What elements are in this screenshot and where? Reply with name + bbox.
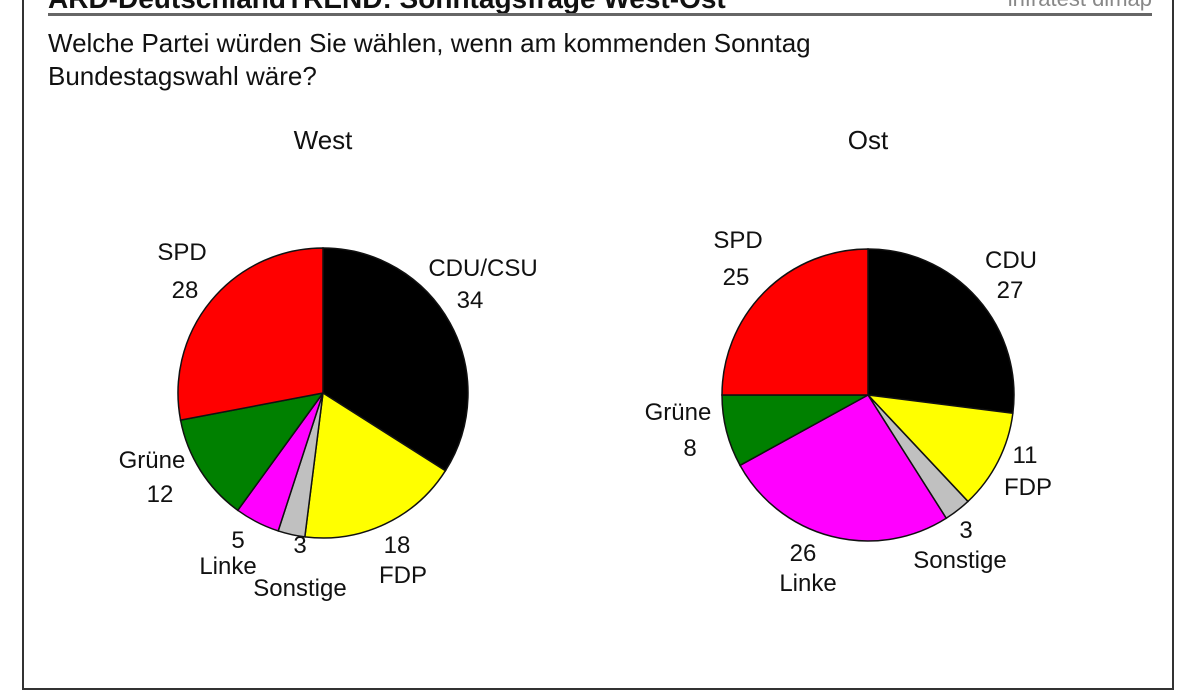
slice-label-name: Grüne	[119, 447, 186, 474]
slice-label-name: FDP	[379, 562, 427, 589]
slice-label-name: Sonstige	[253, 575, 346, 602]
slice-label-value: 34	[457, 287, 484, 314]
pie-slice-ost-spd	[721, 248, 869, 396]
slice-label-name: CDU/CSU	[428, 255, 537, 282]
chart-header-title: ARD-DeutschlandTREND: Sonntagsfrage West…	[48, 0, 726, 15]
pie-slice-ost-fdp	[866, 393, 1014, 503]
slice-label-name: SPD	[713, 227, 762, 254]
pie-title-west: West	[293, 125, 353, 155]
slice-label-value: 5	[231, 527, 244, 554]
slice-label-name: Linke	[779, 570, 836, 597]
pie-slice-west-cdu-csu	[322, 247, 469, 472]
slice-label-name: Linke	[199, 553, 256, 580]
slice-label-value: 8	[683, 435, 696, 462]
header-divider	[48, 13, 1152, 16]
slice-label-value: 26	[790, 540, 817, 567]
slice-label-value: 27	[997, 277, 1024, 304]
slice-label-value: 28	[172, 277, 199, 304]
slice-label-name: FDP	[1004, 474, 1052, 501]
pie-title-ost: Ost	[847, 125, 889, 155]
slice-label-name: SPD	[157, 239, 206, 266]
slice-label-name: Grüne	[645, 399, 712, 426]
pie-slice-west-fdp	[303, 391, 447, 539]
slice-label-value: 18	[384, 532, 411, 559]
slice-label-value: 25	[723, 264, 750, 291]
pie-slice-ost-cdu	[867, 248, 1015, 415]
survey-question: Welche Partei würden Sie wählen, wenn am…	[48, 28, 811, 91]
pie-slice-west-grüne	[179, 391, 325, 512]
pie-slice-west-spd	[177, 247, 324, 422]
slice-label-value: 12	[147, 481, 174, 508]
pie-charts: CDU/CSU34FDP18Sonstige3Linke5Grüne12SPD2…	[119, 227, 1052, 602]
slice-label-name: CDU	[985, 247, 1037, 274]
slice-label-name: Sonstige	[913, 547, 1006, 574]
brand-label: infratest dimap	[1008, 0, 1152, 12]
slice-label-value: 11	[1013, 442, 1038, 469]
slice-label-value: 3	[959, 517, 972, 544]
slice-label-value: 3	[293, 532, 306, 559]
pie-slice-ost-linke	[739, 394, 948, 542]
